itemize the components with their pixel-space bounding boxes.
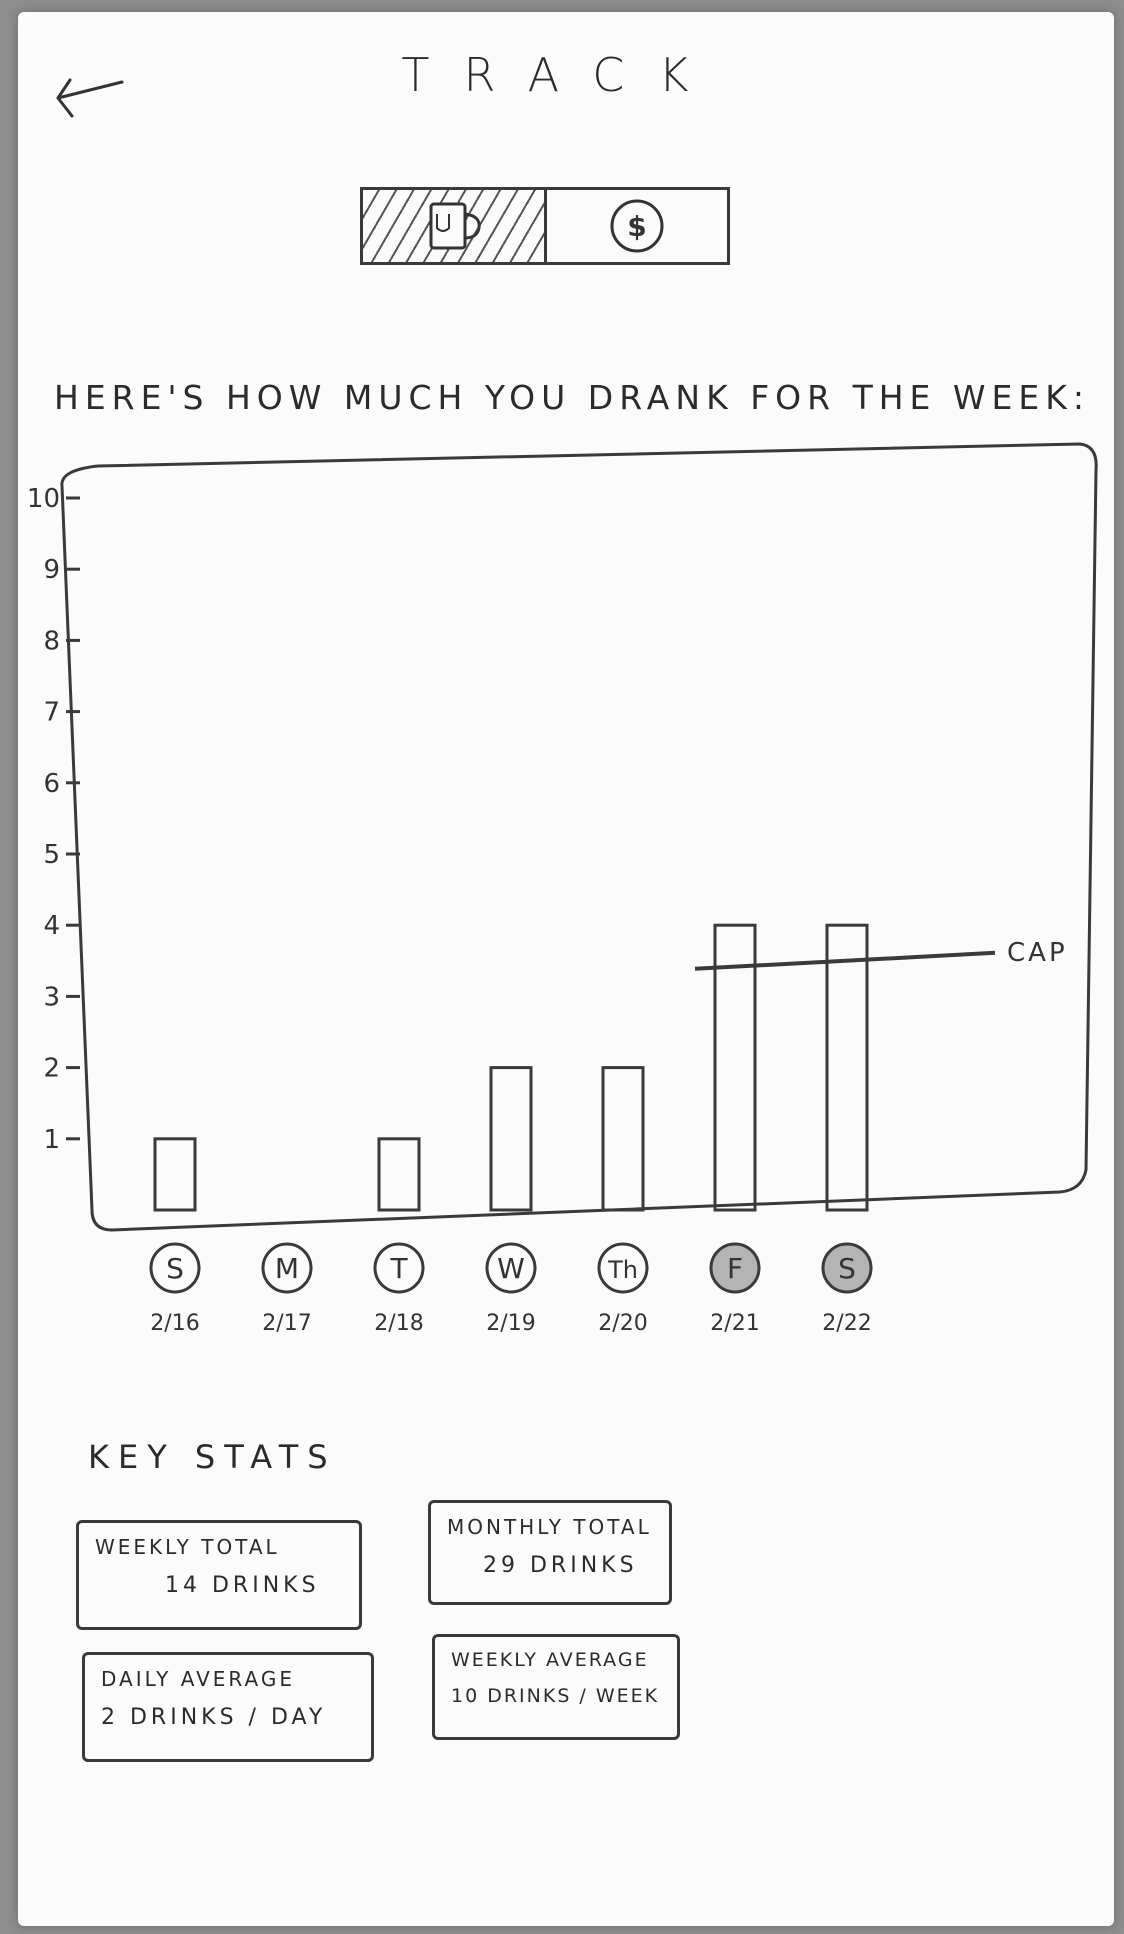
bar bbox=[377, 1137, 421, 1212]
cap-line bbox=[694, 950, 996, 971]
bar bbox=[489, 1066, 533, 1212]
weekly-average-value: 10 DRINKS / WEEK bbox=[451, 1685, 660, 1707]
x-axis-tick-label: S bbox=[166, 1252, 184, 1285]
x-axis-tick-label: Th bbox=[607, 1256, 638, 1284]
daily-average-value: 2 DRINKS / DAY bbox=[101, 1705, 327, 1730]
y-axis-tick-label: 10 bbox=[27, 484, 60, 514]
x-axis-date-label: 2/21 bbox=[710, 1311, 759, 1336]
monthly-total-value: 29 DRINKS bbox=[483, 1553, 638, 1578]
y-axis-tick-label: 7 bbox=[43, 698, 60, 728]
x-axis-tick-label: F bbox=[727, 1252, 743, 1285]
back-button[interactable] bbox=[50, 70, 130, 120]
drinks-mode-tab[interactable] bbox=[363, 190, 544, 262]
svg-text:$: $ bbox=[627, 210, 646, 243]
x-axis-tick-label: W bbox=[497, 1252, 525, 1285]
daily-average-card: DAILY AVERAGE 2 DRINKS / DAY bbox=[82, 1652, 374, 1762]
x-axis-date-label: 2/19 bbox=[486, 1311, 535, 1336]
bar bbox=[713, 923, 757, 1212]
weekly-total-card: WEEKLY TOTAL 14 DRINKS bbox=[76, 1520, 362, 1630]
y-axis-tick-label: 8 bbox=[43, 626, 60, 656]
weekly-average-label: WEEKLY AVERAGE bbox=[451, 1649, 649, 1671]
y-axis-tick-label: 5 bbox=[43, 840, 60, 870]
y-axis-tick-label: 6 bbox=[43, 769, 60, 799]
x-axis-date-label: 2/17 bbox=[262, 1311, 311, 1336]
key-stats-heading: KEY STATS bbox=[88, 1438, 337, 1476]
day-circle bbox=[485, 1242, 537, 1294]
day-circle bbox=[149, 1242, 201, 1294]
monthly-total-card: MONTHLY TOTAL 29 DRINKS bbox=[428, 1500, 672, 1605]
bar bbox=[601, 1066, 645, 1212]
x-axis-date-label: 2/20 bbox=[598, 1311, 647, 1336]
day-circle bbox=[821, 1242, 873, 1294]
section-heading: HERE'S HOW MUCH YOU DRANK FOR THE WEEK: bbox=[54, 378, 1090, 417]
paper-background bbox=[18, 12, 1114, 1926]
x-axis-date-label: 2/16 bbox=[150, 1311, 199, 1336]
mode-toggle[interactable]: $ bbox=[360, 187, 730, 265]
y-axis-tick-label: 9 bbox=[43, 555, 60, 585]
day-circle bbox=[261, 1242, 313, 1294]
x-axis-date-label: 2/18 bbox=[374, 1311, 423, 1336]
bar bbox=[825, 923, 869, 1212]
day-circle bbox=[709, 1242, 761, 1294]
weekly-average-card: WEEKLY AVERAGE 10 DRINKS / WEEK bbox=[432, 1634, 680, 1740]
y-axis-tick-label: 3 bbox=[43, 982, 60, 1012]
arrow-left-icon bbox=[56, 78, 124, 118]
chart-frame bbox=[60, 442, 1098, 1232]
bar bbox=[153, 1137, 197, 1212]
weekly-total-label: WEEKLY TOTAL bbox=[95, 1535, 280, 1559]
x-axis-tick-label: S bbox=[838, 1252, 856, 1285]
x-axis-date-label: 2/22 bbox=[822, 1311, 871, 1336]
mug-icon bbox=[429, 202, 481, 250]
day-circle bbox=[597, 1242, 649, 1294]
x-axis-tick-label: M bbox=[275, 1252, 299, 1285]
y-axis-tick-label: 2 bbox=[43, 1054, 60, 1084]
monthly-total-label: MONTHLY TOTAL bbox=[447, 1515, 652, 1539]
y-axis-tick-label: 4 bbox=[43, 911, 60, 941]
y-axis-tick-label: 1 bbox=[43, 1125, 60, 1155]
x-axis-tick-label: T bbox=[389, 1252, 408, 1285]
money-mode-tab[interactable]: $ bbox=[543, 190, 728, 262]
cap-label: CAP bbox=[1007, 938, 1068, 968]
day-circle bbox=[373, 1242, 425, 1294]
dollar-coin-icon: $ bbox=[610, 199, 664, 253]
daily-average-label: DAILY AVERAGE bbox=[101, 1667, 295, 1691]
page-title: TRACK bbox=[401, 48, 723, 102]
weekly-drinks-chart: 1 2 3 4 5 6 7 8 9 10 S 2/16 M 2/17 T 2/18 W 2/19 Th 2/20 F 2/… bbox=[27, 442, 1098, 1336]
weekly-total-value: 14 DRINKS bbox=[165, 1573, 320, 1598]
